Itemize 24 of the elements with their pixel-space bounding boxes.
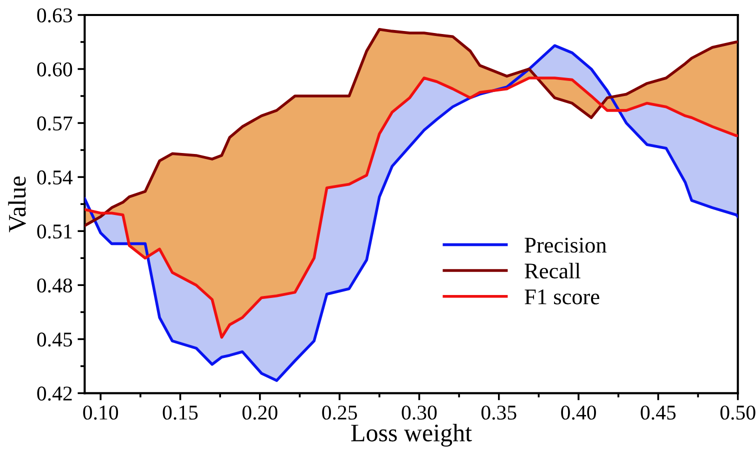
- y-tick-label: 0.54: [37, 170, 73, 185]
- x-tick-label: 0.50: [720, 406, 756, 420]
- y-tick-label: 0.51: [37, 224, 72, 239]
- x-tick-label: 0.35: [481, 406, 516, 420]
- y-tick-label: 0.63: [37, 8, 72, 23]
- y-tick-label: 0.60: [37, 62, 72, 77]
- legend-label: F1 score: [524, 289, 600, 304]
- y-tick-label: 0.45: [37, 332, 72, 347]
- y-tick-label: 0.57: [37, 116, 72, 131]
- y-tick-label: 0.48: [37, 278, 72, 293]
- x-tick-label: 0.30: [402, 406, 437, 420]
- legend-label: Precision: [524, 238, 606, 253]
- x-tick-label: 0.25: [322, 406, 357, 420]
- y-axis-title: Value: [8, 176, 26, 232]
- legend-label: Recall: [524, 262, 580, 279]
- line-series: [84, 28, 738, 228]
- x-tick-label: 0.45: [640, 406, 676, 420]
- x-tick-label: 0.20: [242, 406, 278, 420]
- x-tick-label: 0.15: [162, 406, 198, 420]
- line-series: [84, 76, 738, 339]
- y-tick-label: 0.42: [37, 386, 72, 401]
- x-axis-title: Loss weight: [351, 424, 472, 447]
- x-tick-label: 0.40: [561, 406, 596, 420]
- x-tick-label: 0.10: [83, 406, 118, 420]
